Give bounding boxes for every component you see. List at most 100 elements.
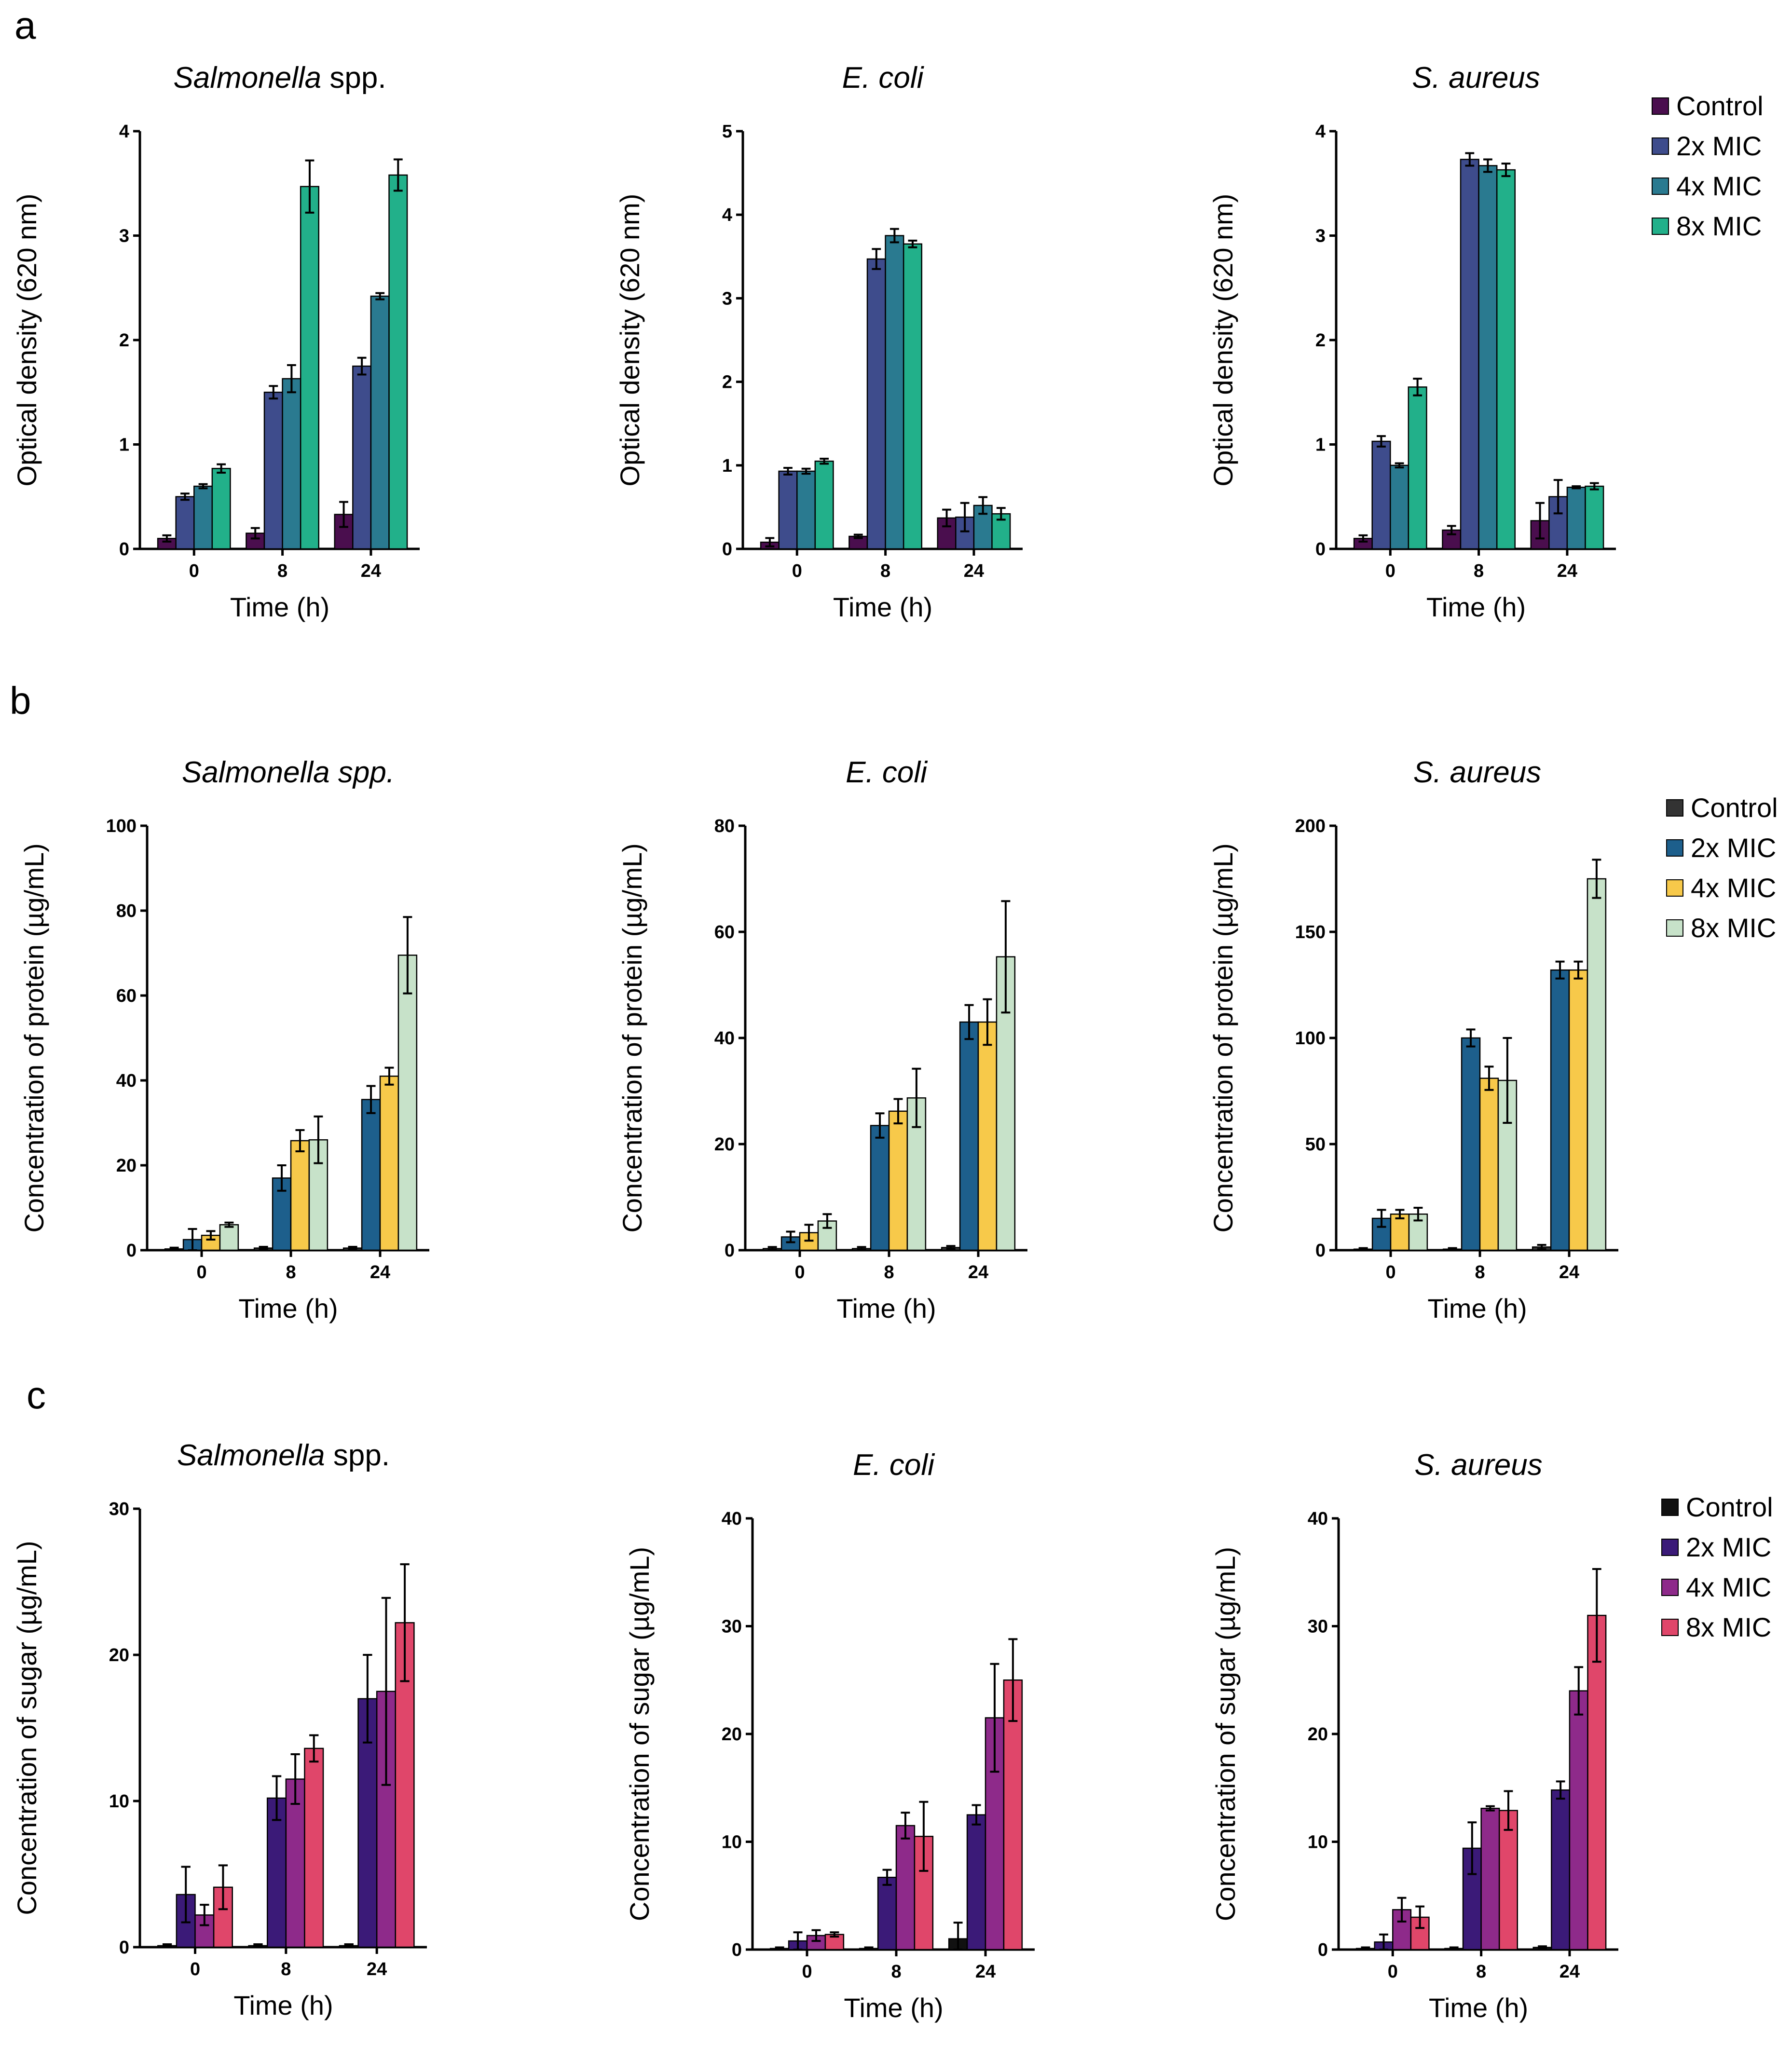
bar-8x-mic-t24: [1585, 485, 1604, 550]
y-tick-label: 4: [119, 122, 129, 142]
y-tick-label: 0: [725, 1241, 735, 1261]
y-tick-label: 3: [722, 288, 732, 309]
bar-8x-mic-t0: [817, 1220, 837, 1251]
y-tick-label: 150: [1295, 922, 1326, 942]
x-tick-label: 0: [190, 1959, 200, 1979]
y-tick-label: 200: [1295, 816, 1326, 836]
x-axis-label: Time (h): [1426, 592, 1526, 622]
chart-1: a Salmonella spp. 0 1 2 3 4 Optical density (62…: [12, 4, 420, 622]
bar-4x-mic-t8: [285, 1778, 305, 1948]
chart-title-main: S. aureus: [1412, 61, 1540, 95]
chart-title-main: Salmonella spp.: [182, 756, 395, 789]
bar-8x-mic-t0: [1408, 386, 1427, 550]
legend-label: 8x MIC: [1676, 211, 1762, 241]
y-axis-label: Concentration of sugar (µg/mL): [624, 1547, 655, 1921]
bar-2x-mic-t24: [352, 365, 372, 550]
bar-2x-mic-t24: [959, 1021, 979, 1251]
chart-title-suffix: spp.: [325, 1439, 390, 1472]
bar-2x-mic-t8: [877, 1877, 897, 1951]
chart-title: E. coli: [853, 1448, 935, 1482]
y-axis-label: Concentration of protein (µg/mL): [1208, 843, 1238, 1232]
y-tick-label: 2: [119, 330, 129, 351]
chart-title: S. aureus: [1412, 61, 1540, 95]
x-tick-label: 0: [802, 1962, 812, 1982]
chart-title-suffix: spp.: [321, 61, 386, 95]
chart-title-main: S. aureus: [1413, 756, 1541, 789]
x-axis-label: Time (h): [836, 1293, 936, 1324]
legend-swatch: [1666, 879, 1683, 897]
bar-4x-mic-t0: [193, 485, 213, 550]
legend-label: 4x MIC: [1676, 171, 1762, 201]
chart-title-main: E. coli: [846, 756, 928, 789]
x-tick-label: 0: [196, 1262, 206, 1283]
bar-2x-mic-t24: [966, 1814, 986, 1951]
x-tick-label: 8: [891, 1962, 901, 1982]
y-tick-label: 100: [106, 816, 137, 836]
y-tick-label: 20: [109, 1645, 129, 1665]
y-tick-label: 60: [116, 986, 137, 1006]
bar-4x-mic-t24: [370, 295, 390, 550]
y-tick-label: 40: [722, 1509, 742, 1529]
bar-4x-mic-t0: [796, 470, 816, 550]
x-tick-label: 24: [975, 1962, 996, 1982]
x-tick-label: 24: [370, 1262, 390, 1283]
panel-letter: c: [27, 1374, 46, 1417]
x-tick-label: 0: [1385, 1262, 1395, 1283]
y-tick-label: 0: [119, 1938, 129, 1958]
bar-2x-mic-t8: [1461, 1037, 1481, 1251]
y-tick-label: 0: [1315, 539, 1326, 560]
legend-label: 2x MIC: [1691, 832, 1776, 863]
bar-4x-mic-t8: [282, 378, 301, 550]
legend-label: 4x MIC: [1686, 1572, 1771, 1602]
x-tick-label: 8: [281, 1959, 291, 1979]
chart-title: E. coli: [846, 756, 928, 789]
y-tick-label: 30: [1308, 1617, 1328, 1637]
bar-4x-mic-t8: [1478, 165, 1498, 550]
x-tick-label: 24: [361, 561, 381, 581]
y-tick-label: 20: [722, 1724, 742, 1745]
bar-8x-mic-t24: [1587, 878, 1607, 1251]
bar-4x-mic-t24: [1569, 1690, 1588, 1951]
bar-8x-mic-t8: [903, 243, 923, 550]
y-tick-label: 3: [119, 226, 129, 246]
legend-swatch: [1652, 177, 1669, 195]
bar-4x-mic-t24: [379, 1075, 399, 1251]
legend-label: 2x MIC: [1676, 131, 1762, 161]
chart-7: c Salmonella spp. 0 10 20 30 Concentration of …: [12, 1374, 427, 2020]
y-tick-label: 20: [1308, 1724, 1328, 1745]
chart-title: S. aureus: [1413, 756, 1541, 789]
y-tick-label: 20: [116, 1156, 137, 1176]
bar-2x-mic-t8: [866, 258, 886, 550]
y-tick-label: 20: [714, 1134, 735, 1155]
x-tick-label: 24: [964, 561, 984, 581]
bar-4x-mic-t0: [1390, 464, 1409, 550]
legend-swatch: [1652, 97, 1669, 115]
bar-4x-mic-t24: [977, 1021, 998, 1251]
x-axis-label: Time (h): [833, 592, 932, 622]
bar-8x-mic-t8: [300, 186, 320, 550]
bar-4x-mic-t8: [888, 1110, 908, 1251]
y-tick-label: 100: [1295, 1028, 1326, 1049]
legend-label: 4x MIC: [1691, 873, 1776, 903]
bar-control-t24: [334, 514, 354, 550]
chart-title: S. aureus: [1414, 1448, 1542, 1482]
x-axis-label: Time (h): [233, 1990, 333, 2020]
chart-8: E. coli 0 10 20 30 40 Concentration of sugar (…: [624, 1448, 1035, 2023]
legend: Control 2x MIC 4x MIC 8x MIC: [1652, 91, 1764, 241]
y-tick-label: 1: [722, 456, 732, 476]
bar-4x-mic-t8: [1479, 1078, 1499, 1251]
bar-4x-mic-t8: [895, 1825, 916, 1951]
chart-9: S. aureus 0 10 20 30 40 Concentration of sugar…: [1210, 1448, 1773, 2023]
legend: Control 2x MIC 4x MIC 8x MIC: [1661, 1492, 1773, 1642]
legend-label: Control: [1676, 91, 1764, 121]
chart-title: Salmonella spp.: [177, 1439, 390, 1472]
y-tick-label: 1: [1315, 435, 1326, 455]
x-tick-label: 8: [286, 1262, 296, 1283]
y-tick-label: 30: [722, 1617, 742, 1637]
y-axis-label: Concentration of sugar (µg/mL): [12, 1541, 42, 1915]
bar-8x-mic-t8: [906, 1097, 927, 1251]
x-tick-label: 8: [880, 561, 890, 581]
x-axis-label: Time (h): [230, 592, 329, 622]
